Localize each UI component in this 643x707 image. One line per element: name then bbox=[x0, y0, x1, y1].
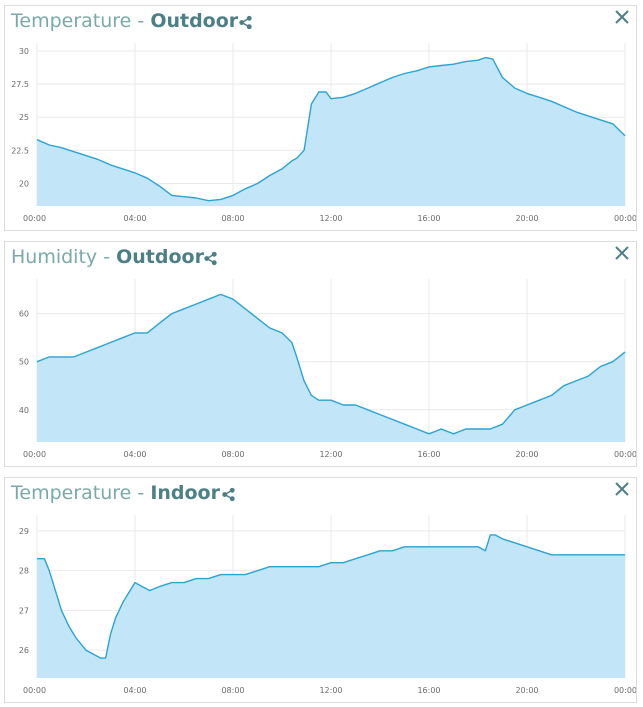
x-tick-label: 12:00 bbox=[319, 214, 342, 223]
panel-separator: - bbox=[103, 246, 111, 268]
temperature-indoor-chart: 29 28 27 26 00:00 04:00 08:00 12:00 16:00 20:00 00… bbox=[19, 515, 636, 695]
y-tick-label: 40 bbox=[19, 406, 29, 415]
x-tick-label: 16:00 bbox=[417, 686, 440, 695]
y-tick-label: 25 bbox=[19, 113, 29, 122]
series-line bbox=[36, 293, 626, 435]
series-line bbox=[36, 56, 626, 202]
chart-panel-temperature-outdoor: Temperature - Outdoor 30 27.5 25 22.5 20 00:0… bbox=[4, 5, 637, 231]
x-tick-label: 12:00 bbox=[319, 686, 342, 695]
panel-location: Indoor bbox=[150, 482, 220, 504]
panel-location: Outdoor bbox=[116, 246, 204, 268]
y-tick-label: 30 bbox=[19, 47, 29, 56]
x-tick-label: 00:00 bbox=[23, 214, 46, 223]
x-tick-label: 08:00 bbox=[221, 214, 244, 223]
y-tick-label: 27 bbox=[19, 606, 29, 615]
close-icon[interactable] bbox=[614, 245, 630, 261]
x-tick-label: 00:00 bbox=[23, 450, 46, 459]
panel-separator: - bbox=[137, 10, 145, 32]
series-line bbox=[37, 534, 625, 659]
x-tick-label: 12:00 bbox=[319, 450, 342, 459]
x-tick-label: 00:00 bbox=[614, 450, 636, 459]
x-tick-label: 20:00 bbox=[515, 450, 538, 459]
x-tick-label: 08:00 bbox=[221, 450, 244, 459]
x-tick-label: 00:00 bbox=[614, 214, 636, 223]
close-icon[interactable] bbox=[614, 9, 630, 25]
share-icon[interactable] bbox=[221, 487, 236, 502]
x-tick-label: 20:00 bbox=[515, 686, 538, 695]
chart-panel-temperature-indoor: Temperature - Indoor 29 28 27 26 00:00 04:00 0… bbox=[4, 477, 637, 703]
humidity-outdoor-chart: 60 50 40 00:00 04:00 08:00 12:00 16:00 20:00 00:0… bbox=[19, 279, 636, 459]
x-tick-label: 00:00 bbox=[614, 686, 636, 695]
panel-metric: Temperature bbox=[11, 482, 132, 504]
x-tick-label: 16:00 bbox=[417, 450, 440, 459]
panel-title: Temperature - Indoor bbox=[11, 482, 220, 504]
y-tick-label: 22.5 bbox=[11, 146, 29, 155]
x-tick-label: 08:00 bbox=[221, 686, 244, 695]
x-tick-label: 16:00 bbox=[417, 214, 440, 223]
series-area bbox=[37, 534, 625, 678]
y-tick-label: 27.5 bbox=[11, 80, 29, 89]
panel-separator: - bbox=[137, 482, 145, 504]
panel-metric: Temperature bbox=[11, 10, 132, 32]
x-tick-label: 20:00 bbox=[515, 214, 538, 223]
panel-title: Temperature - Outdoor bbox=[11, 10, 238, 32]
panel-title: Humidity - Outdoor bbox=[11, 246, 204, 268]
share-icon[interactable] bbox=[238, 15, 253, 30]
y-tick-label: 50 bbox=[19, 358, 29, 367]
x-tick-label: 04:00 bbox=[123, 214, 146, 223]
y-tick-label: 20 bbox=[19, 179, 29, 188]
temperature-outdoor-chart: 30 27.5 25 22.5 20 00:00 04:00 08:00 12:00 16:00 2… bbox=[11, 43, 636, 223]
series-area bbox=[37, 57, 625, 206]
y-tick-label: 29 bbox=[19, 527, 29, 536]
y-tick-label: 26 bbox=[19, 646, 29, 655]
share-icon[interactable] bbox=[203, 251, 218, 266]
series-area bbox=[37, 294, 625, 442]
x-tick-label: 04:00 bbox=[123, 450, 146, 459]
x-tick-label: 00:00 bbox=[23, 686, 46, 695]
panel-location: Outdoor bbox=[150, 10, 239, 32]
y-tick-label: 60 bbox=[19, 310, 29, 319]
close-icon[interactable] bbox=[614, 481, 630, 497]
y-tick-label: 28 bbox=[19, 567, 29, 576]
x-tick-label: 04:00 bbox=[123, 686, 146, 695]
chart-panel-humidity-outdoor: Humidity - Outdoor 60 50 40 00:00 04:00 08:00… bbox=[4, 241, 637, 467]
panel-metric: Humidity bbox=[11, 246, 98, 268]
